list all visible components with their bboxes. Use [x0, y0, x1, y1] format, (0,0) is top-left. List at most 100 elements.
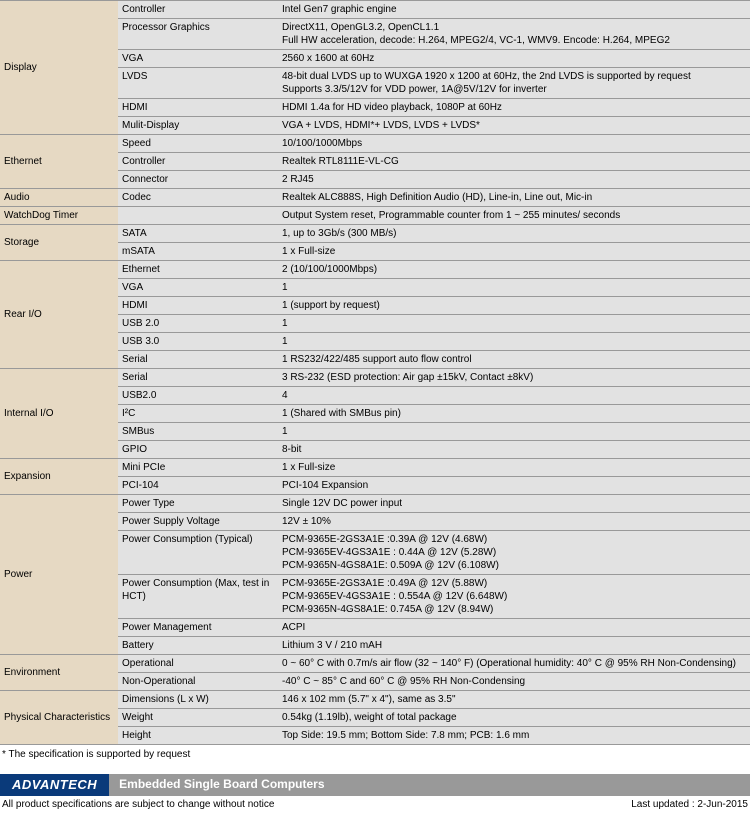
category-cell: Physical Characteristics	[0, 691, 118, 745]
value-cell: 1	[278, 279, 750, 297]
value-cell: PCM-9365E-2GS3A1E :0.39A @ 12V (4.68W)PC…	[278, 531, 750, 575]
param-cell: Controller	[118, 1, 278, 19]
last-updated: Last updated : 2-Jun-2015	[631, 799, 748, 810]
value-cell: Lithium 3 V / 210 mAH	[278, 637, 750, 655]
param-cell: VGA	[118, 279, 278, 297]
param-cell: Power Supply Voltage	[118, 513, 278, 531]
footnote: * The specification is supported by requ…	[0, 745, 750, 768]
value-cell: 1	[278, 333, 750, 351]
category-cell: Display	[0, 1, 118, 135]
value-cell: HDMI 1.4a for HD video playback, 1080P a…	[278, 99, 750, 117]
param-cell: Speed	[118, 135, 278, 153]
value-cell: -40° C ~ 85° C and 60° C @ 95% RH Non-Co…	[278, 673, 750, 691]
table-row: Internal I/OSerial3 RS-232 (ESD protecti…	[0, 369, 750, 387]
param-cell: Weight	[118, 709, 278, 727]
table-row: Physical CharacteristicsDimensions (L x …	[0, 691, 750, 709]
table-row: AudioCodecRealtek ALC888S, High Definiti…	[0, 189, 750, 207]
table-row: EnvironmentOperational0 ~ 60° C with 0.7…	[0, 655, 750, 673]
param-cell: VGA	[118, 50, 278, 68]
value-cell: 1 RS232/422/485 support auto flow contro…	[278, 351, 750, 369]
value-cell: DirectX11, OpenGL3.2, OpenCL1.1Full HW a…	[278, 19, 750, 50]
param-cell: Serial	[118, 369, 278, 387]
table-row: ExpansionMini PCIe1 x Full-size	[0, 459, 750, 477]
category-cell: Internal I/O	[0, 369, 118, 459]
category-cell: Expansion	[0, 459, 118, 495]
value-cell: PCI-104 Expansion	[278, 477, 750, 495]
param-cell: Battery	[118, 637, 278, 655]
category-cell: Ethernet	[0, 135, 118, 189]
param-cell: HDMI	[118, 297, 278, 315]
bottom-row: All product specifications are subject t…	[0, 796, 750, 813]
param-cell: Power Management	[118, 619, 278, 637]
value-cell: 2 RJ45	[278, 171, 750, 189]
category-cell: Audio	[0, 189, 118, 207]
brand-logo: ADVANTECH	[0, 774, 109, 796]
param-cell: USB2.0	[118, 387, 278, 405]
param-cell: Non-Operational	[118, 673, 278, 691]
param-cell: Height	[118, 727, 278, 745]
value-cell: ACPI	[278, 619, 750, 637]
value-cell: Intel Gen7 graphic engine	[278, 1, 750, 19]
param-cell: Mulit-Display	[118, 117, 278, 135]
param-cell: Power Consumption (Typical)	[118, 531, 278, 575]
value-cell: 2560 x 1600 at 60Hz	[278, 50, 750, 68]
param-cell: PCI-104	[118, 477, 278, 495]
param-cell: Power Consumption (Max, test in HCT)	[118, 575, 278, 619]
footer-bar: ADVANTECH Embedded Single Board Computer…	[0, 774, 750, 796]
value-cell: 10/100/1000Mbps	[278, 135, 750, 153]
value-cell: 0 ~ 60° C with 0.7m/s air flow (32 ~ 140…	[278, 655, 750, 673]
param-cell: Serial	[118, 351, 278, 369]
param-cell: LVDS	[118, 68, 278, 99]
param-cell: Controller	[118, 153, 278, 171]
value-cell: 1 (support by request)	[278, 297, 750, 315]
param-cell: HDMI	[118, 99, 278, 117]
param-cell: mSATA	[118, 243, 278, 261]
value-cell: Output System reset, Programmable counte…	[278, 207, 750, 225]
param-cell: USB 2.0	[118, 315, 278, 333]
spec-table: DisplayControllerIntel Gen7 graphic engi…	[0, 0, 750, 745]
value-cell: Top Side: 19.5 mm; Bottom Side: 7.8 mm; …	[278, 727, 750, 745]
value-cell: 1	[278, 423, 750, 441]
value-cell: VGA + LVDS, HDMI*+ LVDS, LVDS + LVDS*	[278, 117, 750, 135]
value-cell: 1	[278, 315, 750, 333]
value-cell: Realtek ALC888S, High Definition Audio (…	[278, 189, 750, 207]
param-cell: Dimensions (L x W)	[118, 691, 278, 709]
value-cell: 48-bit dual LVDS up to WUXGA 1920 x 1200…	[278, 68, 750, 99]
table-row: EthernetSpeed10/100/1000Mbps	[0, 135, 750, 153]
param-cell: Operational	[118, 655, 278, 673]
value-cell: 1 x Full-size	[278, 459, 750, 477]
param-cell: Power Type	[118, 495, 278, 513]
param-cell: Ethernet	[118, 261, 278, 279]
value-cell: 146 x 102 mm (5.7" x 4"), same as 3.5"	[278, 691, 750, 709]
value-cell: Realtek RTL8111E-VL-CG	[278, 153, 750, 171]
table-row: StorageSATA1, up to 3Gb/s (300 MB/s)	[0, 225, 750, 243]
param-cell: I²C	[118, 405, 278, 423]
param-cell: SATA	[118, 225, 278, 243]
disclaimer: All product specifications are subject t…	[2, 799, 274, 810]
value-cell: Single 12V DC power input	[278, 495, 750, 513]
value-cell: 1 x Full-size	[278, 243, 750, 261]
table-row: PowerPower TypeSingle 12V DC power input	[0, 495, 750, 513]
footer-title: Embedded Single Board Computers	[109, 774, 750, 796]
param-cell: Codec	[118, 189, 278, 207]
value-cell: PCM-9365E-2GS3A1E :0.49A @ 12V (5.88W)PC…	[278, 575, 750, 619]
param-cell: Mini PCIe	[118, 459, 278, 477]
value-cell: 1, up to 3Gb/s (300 MB/s)	[278, 225, 750, 243]
value-cell: 1 (Shared with SMBus pin)	[278, 405, 750, 423]
table-row: DisplayControllerIntel Gen7 graphic engi…	[0, 1, 750, 19]
param-cell: Processor Graphics	[118, 19, 278, 50]
param-cell: Connector	[118, 171, 278, 189]
value-cell: 3 RS-232 (ESD protection: Air gap ±15kV,…	[278, 369, 750, 387]
param-cell	[118, 207, 278, 225]
param-cell: USB 3.0	[118, 333, 278, 351]
value-cell: 8-bit	[278, 441, 750, 459]
category-cell: WatchDog Timer	[0, 207, 118, 225]
table-row: Rear I/OEthernet2 (10/100/1000Mbps)	[0, 261, 750, 279]
value-cell: 0.54kg (1.19lb), weight of total package	[278, 709, 750, 727]
value-cell: 12V ± 10%	[278, 513, 750, 531]
category-cell: Power	[0, 495, 118, 655]
value-cell: 4	[278, 387, 750, 405]
table-row: WatchDog Timer Output System reset, Progr…	[0, 207, 750, 225]
param-cell: SMBus	[118, 423, 278, 441]
category-cell: Environment	[0, 655, 118, 691]
